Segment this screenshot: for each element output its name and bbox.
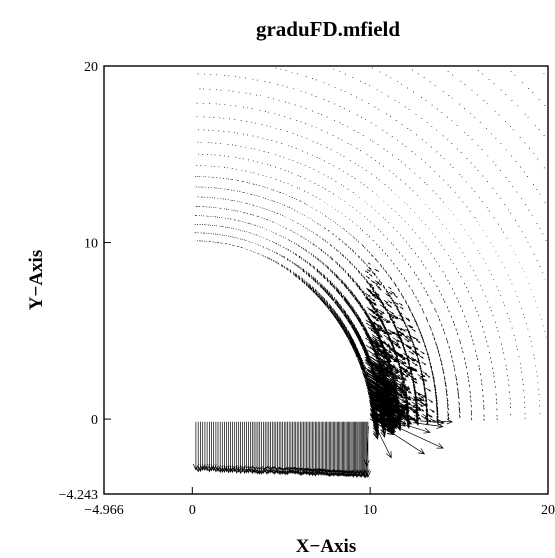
y-tick-label: 20 [84, 60, 98, 75]
y-tick-label: 10 [84, 237, 98, 252]
chart-title: graduFD.mfield [256, 17, 400, 41]
y-axis-ticks: −4.243 0 10 20 [59, 60, 111, 503]
vector-field-arrows [192, 67, 547, 479]
field-arrows [192, 67, 547, 479]
x-axis-ticks: −4.966 0 10 20 [84, 487, 555, 518]
x-tick-label: 20 [541, 503, 555, 518]
y-axis-label: Y−Axis [26, 250, 47, 310]
x-tick-label: 0 [189, 503, 196, 518]
plot-frame [103, 65, 549, 495]
y-tick-label: 0 [91, 413, 98, 428]
y-tick-label: −4.243 [59, 488, 98, 503]
x-axis-label: X−Axis [296, 536, 356, 557]
x-tick-label: 10 [363, 503, 377, 518]
x-tick-label: −4.966 [84, 503, 123, 518]
